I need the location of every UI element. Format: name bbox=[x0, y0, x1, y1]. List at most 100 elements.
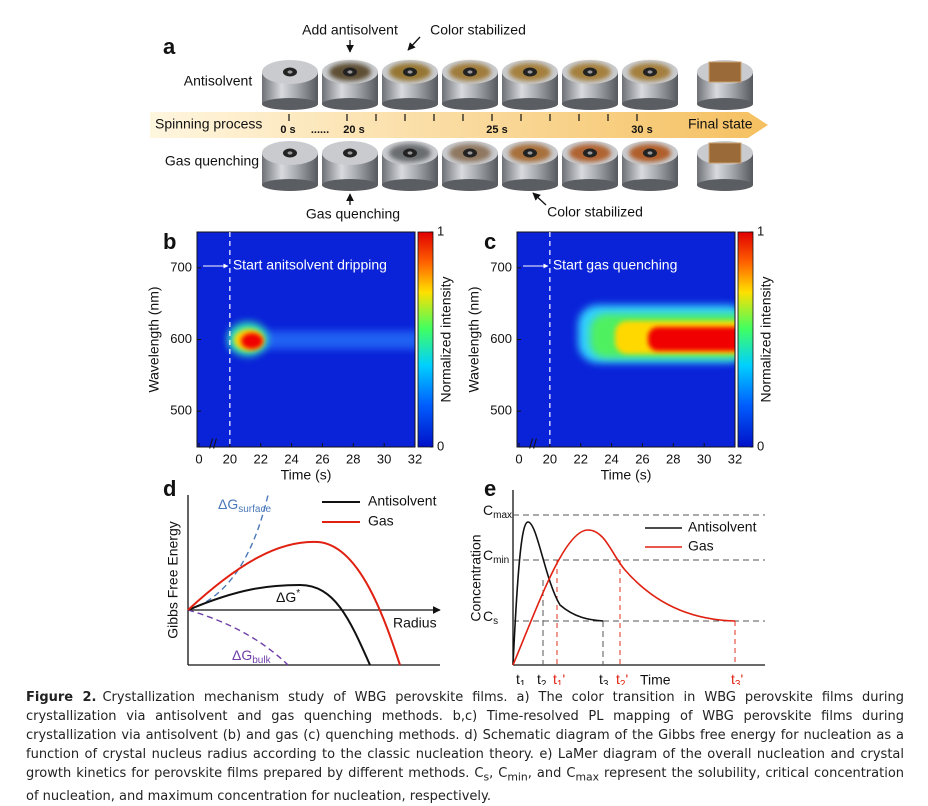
label-sup: * bbox=[296, 588, 300, 599]
figure-caption: Figure 2. Crystallization mechanism study… bbox=[26, 688, 904, 806]
x-tick-label: 32 bbox=[728, 451, 742, 466]
label: t2' bbox=[616, 671, 628, 685]
label-base: t bbox=[537, 671, 541, 685]
heatmap-blob bbox=[241, 333, 263, 349]
label-sub: min bbox=[493, 555, 509, 566]
bulk-curve bbox=[187, 609, 289, 666]
label-suffix: ' bbox=[562, 671, 565, 685]
label-base: t bbox=[599, 671, 603, 685]
timeline-arrow bbox=[150, 112, 768, 138]
label-base: C bbox=[483, 547, 493, 563]
axis-label: Time (s) bbox=[601, 467, 652, 483]
y-tick-label: 500 bbox=[490, 403, 512, 418]
annotation: Color stabilized bbox=[547, 204, 643, 220]
x-tick-label: 22 bbox=[253, 451, 267, 466]
chuck-center bbox=[287, 151, 293, 155]
timeline-label: 30 s bbox=[631, 124, 652, 136]
axis-break: // bbox=[209, 436, 217, 452]
chuck-center bbox=[647, 151, 653, 155]
annotation: Color stabilized bbox=[430, 22, 526, 38]
label-base: ΔG bbox=[218, 496, 238, 512]
x-tick-label: 0 bbox=[195, 451, 202, 466]
label-base: t bbox=[516, 671, 520, 685]
legend-label: Gas bbox=[688, 538, 714, 554]
axis-break: // bbox=[529, 436, 537, 452]
label: Cmax bbox=[483, 502, 512, 521]
axis-label: Time bbox=[640, 672, 671, 685]
x-tick-label: 20 bbox=[543, 451, 557, 466]
gas-curve bbox=[512, 529, 736, 666]
label-base: ΔG bbox=[232, 647, 252, 663]
chuck-center bbox=[647, 70, 653, 74]
puck-bottom bbox=[262, 179, 318, 191]
chuck-center bbox=[587, 151, 593, 155]
row-label: Gas quenching bbox=[165, 153, 259, 169]
label-sub: 1 bbox=[520, 679, 526, 685]
x-tick-label: 24 bbox=[284, 451, 298, 466]
x-tick-label: 24 bbox=[604, 451, 618, 466]
colorbar bbox=[417, 231, 434, 448]
label-suffix: ' bbox=[625, 671, 628, 685]
puck-bottom bbox=[262, 98, 318, 110]
x-tick-label: 22 bbox=[573, 451, 587, 466]
label: t2 bbox=[537, 671, 547, 685]
x-tick-label: 0 bbox=[515, 451, 522, 466]
x-tick-label: 32 bbox=[408, 451, 422, 466]
row-label: Antisolvent bbox=[184, 73, 253, 89]
axis-label: Radius bbox=[393, 615, 437, 631]
x-tick-label: 26 bbox=[315, 451, 329, 466]
timeline-label: 0 s bbox=[280, 124, 295, 136]
label: ΔGsurface bbox=[218, 496, 271, 515]
film bbox=[708, 61, 742, 83]
colorbar-label: Normalized intensity bbox=[758, 276, 774, 402]
timeline-ticks bbox=[288, 114, 638, 121]
puck-bottom bbox=[322, 179, 378, 191]
chuck-center bbox=[467, 70, 473, 74]
puck-bottom bbox=[622, 179, 678, 191]
colorbar-tick-label: 1 bbox=[757, 223, 764, 238]
x-tick-label: 26 bbox=[635, 451, 649, 466]
panel-label: c bbox=[484, 229, 496, 254]
x-tick-label: 28 bbox=[666, 451, 680, 466]
heatmap bbox=[197, 232, 415, 447]
time-lines bbox=[556, 560, 736, 665]
label-base: t bbox=[731, 671, 735, 685]
label-sub: 2 bbox=[541, 679, 547, 685]
colorbar-tick-label: 0 bbox=[437, 438, 444, 453]
y-tick-label: 700 bbox=[170, 259, 192, 274]
label: Cmin bbox=[483, 547, 509, 566]
label-base: C bbox=[483, 502, 493, 518]
puck-bottom bbox=[442, 98, 498, 110]
timeline-title: Spinning process bbox=[155, 116, 262, 132]
puck-bottom bbox=[382, 179, 438, 191]
panel-label: d bbox=[163, 476, 176, 501]
axis-label: Wavelength (nm) bbox=[146, 286, 162, 392]
annotation: Start anitsolvent dripping bbox=[233, 257, 387, 273]
chuck-center bbox=[587, 70, 593, 74]
film bbox=[708, 142, 742, 164]
label-sub: s bbox=[493, 616, 498, 627]
chuck-center bbox=[287, 70, 293, 74]
legend-label: Antisolvent bbox=[688, 519, 757, 535]
panel-label: b bbox=[163, 229, 176, 254]
y-tick-label: 700 bbox=[490, 259, 512, 274]
heatmap-blob bbox=[648, 327, 735, 351]
legend-label: Antisolvent bbox=[368, 493, 437, 509]
label-base: ΔG bbox=[276, 589, 296, 605]
caption-text: Crystallization mechanism study of WBG p… bbox=[26, 690, 904, 781]
caption-sub: s bbox=[483, 770, 490, 784]
colorbar-label: Normalized intensity bbox=[438, 276, 454, 402]
chuck-center bbox=[527, 151, 533, 155]
arrow bbox=[532, 192, 547, 206]
puck-bottom bbox=[502, 179, 558, 191]
timeline-label: 20 s bbox=[343, 124, 364, 136]
annotation: Add antisolvent bbox=[302, 22, 398, 38]
puck-bottom bbox=[697, 98, 753, 110]
label: t1' bbox=[553, 671, 565, 685]
caption-text: , and C bbox=[527, 766, 576, 781]
caption-text: , C bbox=[489, 766, 508, 781]
figure: a Antisolvent Gas quenching Add antisolv… bbox=[146, 22, 774, 685]
chuck-center bbox=[467, 151, 473, 155]
chuck-center bbox=[407, 70, 413, 74]
label-sub: max bbox=[493, 510, 512, 521]
